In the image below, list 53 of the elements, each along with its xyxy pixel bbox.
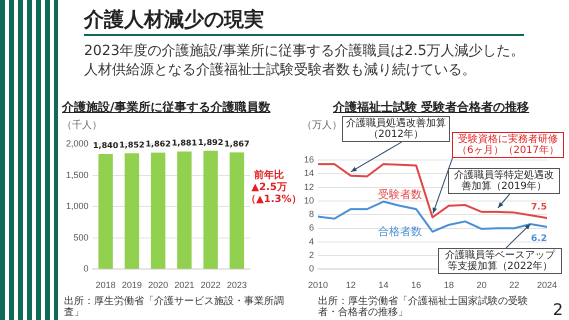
x-tick-label: 12 — [346, 280, 356, 290]
y-tick-label: 0 — [84, 264, 89, 274]
x-tick-label: 2021 — [174, 280, 194, 290]
y-tick-label: 16 — [304, 154, 314, 164]
annotation: 受験資格に実務者研修（6ヶ月）（2017年） — [452, 132, 564, 158]
x-tick-label: 16 — [411, 280, 422, 290]
y-tick-label: 6 — [308, 222, 314, 233]
text: 2023年度の介護施設/事業所に従事する介護職員は2.5万人減少した。 — [84, 42, 525, 60]
annotation: 介護職員等特定処遇改善加算（2019年） — [448, 168, 560, 194]
data-label: 1,867 — [224, 139, 250, 148]
x-tick-label: 18 — [444, 280, 454, 290]
annotation: 前年比▲2.5万（▲1.3%） — [246, 170, 302, 206]
annotation: 介護職員処遇改善加算（2012年） — [342, 116, 450, 142]
x-tick-label: 2010 — [308, 280, 328, 290]
y-tick-label: 2,000 — [66, 138, 89, 148]
y-tick-label: 1,500 — [66, 170, 89, 180]
data-label: 6.2 — [531, 234, 547, 244]
x-tick-label: 2022 — [200, 280, 221, 290]
y-tick-label: 12 — [304, 182, 314, 192]
data-label: 1,862 — [145, 140, 171, 149]
x-tick-label: 2018 — [96, 280, 116, 290]
x-tick-label: 2020 — [148, 280, 168, 290]
data-label: 1,852 — [119, 140, 145, 150]
y-axis-title: （万人） — [302, 119, 342, 132]
data-label: 1,892 — [198, 138, 224, 147]
y-tick-label: 1,000 — [66, 201, 89, 212]
data-label: 7.5 — [531, 202, 547, 212]
data-label: 1,840 — [92, 141, 119, 150]
x-tick-label: 2023 — [226, 280, 247, 290]
text: 出所：厚生労働省「介護サービス施設・事業所調査」 — [64, 296, 285, 318]
y-tick-label: 4 — [308, 236, 314, 246]
y-tick-label: 14 — [304, 168, 314, 178]
annotation: 介護職員等ベースアップ等支援加算（2022年） — [438, 248, 562, 274]
series-label: 受験者数 — [378, 188, 422, 201]
x-tick-label: 2019 — [122, 280, 142, 290]
y-tick-label: 0 — [308, 264, 314, 274]
x-tick-label: 22 — [509, 280, 520, 290]
chart-title: 介護施設/事業所に従事する介護職員数 — [62, 99, 270, 116]
text: 2 — [552, 300, 563, 319]
x-tick-label: 2024 — [536, 280, 558, 290]
y-tick-label: 10 — [304, 195, 314, 206]
x-tick-label: 14 — [378, 280, 388, 290]
text: 人材供給源となる介護福祉士試験受験者数も減り続けている。 — [84, 61, 476, 79]
chart-title: 介護福祉士試験 受験者合格者の推移 — [333, 99, 530, 116]
y-tick-label: 2 — [308, 250, 314, 260]
data-label: 1,881 — [172, 138, 198, 148]
text: 出所：厚生労働省「介護福祉士国家試験の受験者・合格者の推移」 — [318, 296, 529, 318]
y-tick-label: 8 — [308, 209, 314, 220]
series-label: 合格者数 — [378, 224, 422, 238]
text: 介護人材減少の現実 — [84, 6, 264, 33]
x-tick-label: 20 — [476, 280, 487, 290]
y-tick-label: 500 — [73, 232, 89, 242]
y-axis-title: （千人） — [62, 118, 102, 132]
